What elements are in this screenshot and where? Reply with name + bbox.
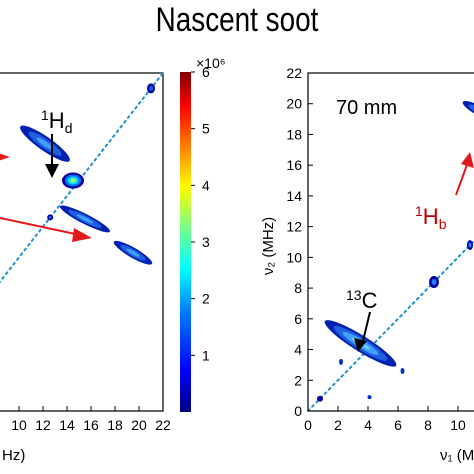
annotation-1h-d-sub: d — [65, 120, 73, 136]
right-y-tick-label: 12 — [286, 219, 302, 235]
colorbar-tick-label: 4 — [202, 177, 210, 193]
svg-text:13C: 13C — [346, 287, 378, 313]
left-peak-ridge-middle — [59, 205, 111, 233]
annotation-13c: 13C — [346, 287, 378, 352]
figure-title: Nascent soot — [155, 1, 319, 39]
left-x-axis-label: Hz) — [2, 447, 25, 464]
right-y-tick-label: 20 — [286, 96, 302, 112]
left-x-tick-label: 20 — [131, 417, 147, 433]
left-plot-frame — [0, 72, 164, 412]
annotation-1h-b-arrow — [455, 161, 469, 196]
right-peak-diagonal-8 — [429, 275, 439, 288]
annotation-1h-b-arrowhead — [461, 152, 474, 168]
right-y-axis-label: ν₂ (MHz) — [260, 217, 277, 275]
left-diagonal-line — [0, 72, 164, 284]
colorbar: 1 2 3 4 5 6 ×10⁶ — [180, 55, 226, 412]
right-x-tick-label: 8 — [424, 417, 432, 433]
right-x-tick-label: 0 — [304, 417, 312, 433]
red-arrow-right — [0, 217, 92, 242]
right-x-tick-label: 4 — [364, 417, 372, 433]
right-y-tick-label: 14 — [286, 188, 302, 204]
right-x-tick-label: 6 — [394, 417, 402, 433]
left-x-tick-label: 10 — [11, 417, 27, 433]
left-peaks — [20, 83, 155, 265]
colorbar-gradient — [180, 72, 191, 412]
colorbar-tick-label: 1 — [202, 347, 210, 363]
colorbar-tick-label: 6 — [202, 64, 210, 80]
right-y-tick-label: 18 — [286, 126, 302, 142]
svg-text:1Hd: 1Hd — [41, 107, 72, 136]
annotation-1h-b-sub: b — [439, 216, 447, 232]
annotation-1h-d: 1Hd — [41, 107, 72, 178]
right-y-tick-label: 8 — [294, 280, 302, 296]
left-peak-ridge-end — [113, 240, 153, 265]
left-peak-ridge-upper — [20, 125, 70, 162]
right-y-tick-label: 4 — [294, 342, 302, 358]
right-peak-diagonal-11 — [467, 240, 473, 251]
right-y-tick-label: 0 — [294, 403, 302, 419]
colorbar-tick-label: 2 — [202, 291, 210, 307]
right-y-tick-label: 2 — [294, 372, 302, 388]
colorbar-tick-label: 5 — [202, 121, 210, 137]
right-diagonal-line — [307, 239, 474, 412]
annotation-1h-b-sup: 1 — [415, 203, 423, 219]
left-x-tick-label: 14 — [59, 417, 75, 433]
annotation-1h-d-arrowhead — [45, 164, 59, 178]
left-x-tick-label: 22 — [155, 417, 171, 433]
left-panel: 10 12 14 16 18 20 22 Hz) 1Hd — [0, 72, 171, 464]
annotation-1h-d-sup: 1 — [41, 107, 49, 123]
right-peak-speck — [339, 358, 343, 365]
annotation-1h-d-label: H — [49, 108, 65, 133]
annotation-13c-arrowhead — [354, 338, 367, 352]
left-peak-diagonal-top — [147, 83, 155, 94]
colorbar-ticks: 1 2 3 4 5 6 — [191, 64, 210, 363]
right-y-tick-label: 10 — [286, 249, 302, 265]
right-y-ticks: 0 2 4 6 8 10 12 14 16 18 20 22 — [286, 65, 313, 419]
annotation-1h-b: 1Hb — [415, 152, 474, 232]
annotation-13c-arrow — [361, 311, 371, 346]
right-peak-speck — [400, 368, 405, 375]
panel-label: 70 mm — [336, 97, 397, 119]
left-peak-diagonal-small — [47, 214, 54, 221]
annotation-13c-label: C — [362, 288, 378, 313]
red-arrow-left — [0, 153, 10, 161]
left-x-tick-label: 18 — [107, 417, 123, 433]
right-y-tick-label: 16 — [286, 157, 302, 173]
svg-text:1Hb: 1Hb — [415, 203, 447, 232]
right-y-tick-label: 6 — [294, 311, 302, 327]
left-x-tick-label: 12 — [35, 417, 51, 433]
right-peak-1h-ridge — [462, 101, 474, 122]
right-x-tick-label: 10 — [450, 417, 466, 433]
annotation-1h-b-label: H — [423, 204, 439, 229]
left-peak-diagonal-max — [62, 172, 84, 189]
diagonal-line — [307, 239, 474, 412]
left-x-tick-label: 16 — [83, 417, 99, 433]
right-peaks — [317, 101, 474, 402]
left-x-ticks: 10 12 14 16 18 20 22 — [11, 406, 171, 433]
right-x-axis-label: ν₁ (M — [440, 447, 474, 464]
colorbar-exponent: ×10⁶ — [196, 55, 226, 71]
colorbar-tick-label: 3 — [202, 234, 210, 250]
right-y-tick-label: 22 — [286, 65, 302, 81]
right-peak-diagonal-1 — [317, 395, 323, 402]
annotation-13c-sup: 13 — [346, 287, 362, 303]
diagonal-line — [0, 72, 164, 284]
right-peak-speck — [367, 395, 372, 400]
right-x-tick-label: 2 — [334, 417, 342, 433]
